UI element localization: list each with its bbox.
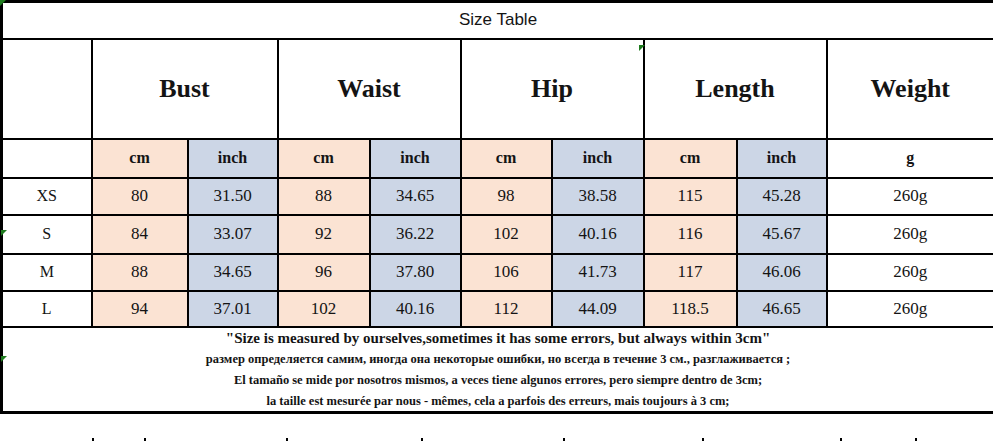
length-inch-value: 45.67 — [737, 215, 827, 254]
bust-cm-value: 88 — [92, 254, 188, 291]
column-header-bust: Bust — [92, 39, 278, 139]
length-cm-value: 115 — [644, 178, 737, 215]
bust-inch-value: 34.65 — [188, 254, 278, 291]
hip-cm-value: 112 — [461, 291, 552, 327]
waist-inch-value: 34.65 — [370, 178, 461, 215]
length-cm-value: 117 — [644, 254, 737, 291]
length-cm-value: 116 — [644, 215, 737, 254]
note-english: "Size is measured by ourselves,sometimes… — [3, 328, 993, 349]
length-inch-value: 46.65 — [737, 291, 827, 327]
size-label: L — [2, 291, 92, 327]
unit-waist-cm: cm — [278, 139, 370, 178]
weight-value: 260g — [827, 215, 993, 254]
waist-inch-value: 37.80 — [370, 254, 461, 291]
bust-inch-value: 33.07 — [188, 215, 278, 254]
note-russian: размер определяется самим, иногда она не… — [3, 349, 993, 370]
note-spanish: El tamaño se mide por nosotros mismos, a… — [3, 370, 993, 391]
excel-error-marker-icon — [1, 230, 7, 236]
table-row-xs: XS 80 31.50 88 34.65 98 38.58 115 45.28 … — [2, 178, 993, 215]
hip-inch-value: 41.73 — [552, 254, 644, 291]
hip-inch-value: 40.16 — [552, 215, 644, 254]
unit-bust-cm: cm — [92, 139, 188, 178]
table-row-m: M 88 34.65 96 37.80 106 41.73 117 46.06 … — [2, 254, 993, 291]
column-header-length: Length — [644, 39, 827, 139]
title-row: Size Table — [2, 2, 993, 39]
waist-inch-value: 36.22 — [370, 215, 461, 254]
hip-cm-value: 102 — [461, 215, 552, 254]
waist-cm-value: 102 — [278, 291, 370, 327]
unit-hip-inch: inch — [552, 139, 644, 178]
size-label: XS — [2, 178, 92, 215]
weight-value: 260g — [827, 178, 993, 215]
weight-value: 260g — [827, 291, 993, 327]
unit-bust-inch: inch — [188, 139, 278, 178]
unit-length-inch: inch — [737, 139, 827, 178]
bust-cm-value: 94 — [92, 291, 188, 327]
waist-cm-value: 88 — [278, 178, 370, 215]
table-row-l: L 94 37.01 102 40.16 112 44.09 118.5 46.… — [2, 291, 993, 327]
size-label: S — [2, 215, 92, 254]
waist-inch-value: 40.16 — [370, 291, 461, 327]
length-inch-value: 45.28 — [737, 178, 827, 215]
length-cm-value: 118.5 — [644, 291, 737, 327]
corner-cell — [2, 39, 92, 139]
page-title: Size Table — [2, 2, 993, 39]
hip-inch-value: 38.58 — [552, 178, 644, 215]
unit-weight-g: g — [827, 139, 993, 178]
size-label: M — [2, 254, 92, 291]
unit-hip-cm: cm — [461, 139, 552, 178]
bust-inch-value: 31.50 — [188, 178, 278, 215]
column-header-hip: Hip — [461, 39, 644, 139]
hip-inch-value: 44.09 — [552, 291, 644, 327]
bust-cm-value: 80 — [92, 178, 188, 215]
note-french: la taille est mesurée par nous - mêmes, … — [3, 391, 993, 411]
weight-value: 260g — [827, 254, 993, 291]
table-row-s: S 84 33.07 92 36.22 102 40.16 116 45.67 … — [2, 215, 993, 254]
size-table: Size Table Bust Waist Hip Length Weight … — [0, 0, 993, 414]
bust-cm-value: 84 — [92, 215, 188, 254]
column-header-weight: Weight — [827, 39, 993, 139]
waist-cm-value: 92 — [278, 215, 370, 254]
bust-inch-value: 37.01 — [188, 291, 278, 327]
size-chart-image: Size Table Bust Waist Hip Length Weight … — [0, 0, 993, 441]
excel-error-marker-icon — [0, 0, 6, 6]
measurement-notes: "Size is measured by ourselves,sometimes… — [2, 327, 993, 413]
unit-length-cm: cm — [644, 139, 737, 178]
length-inch-value: 46.06 — [737, 254, 827, 291]
hip-cm-value: 106 — [461, 254, 552, 291]
hip-cm-value: 98 — [461, 178, 552, 215]
waist-cm-value: 96 — [278, 254, 370, 291]
excel-error-marker-icon — [639, 45, 645, 51]
unit-blank-cell — [2, 139, 92, 178]
excel-error-marker-icon — [1, 356, 7, 362]
unit-waist-inch: inch — [370, 139, 461, 178]
unit-row: cm inch cm inch cm inch cm inch g — [2, 139, 993, 178]
notes-row: "Size is measured by ourselves,sometimes… — [2, 327, 993, 413]
column-header-waist: Waist — [278, 39, 461, 139]
group-header-row: Bust Waist Hip Length Weight — [2, 39, 993, 139]
